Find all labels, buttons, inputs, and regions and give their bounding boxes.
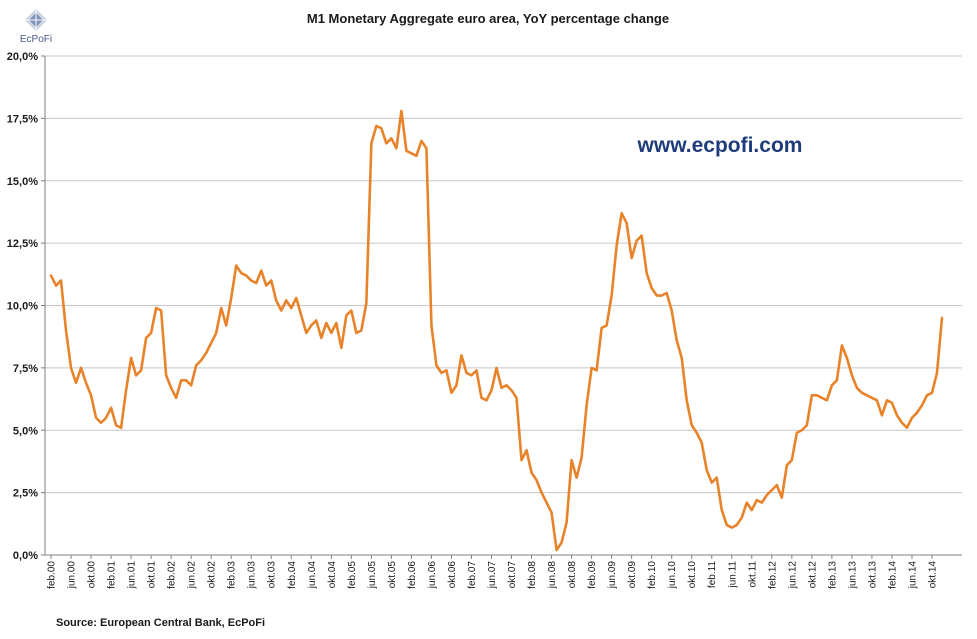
x-tick-label: okt.10 xyxy=(687,561,698,589)
x-tick-label: jun.12 xyxy=(787,561,798,590)
x-tick-label: jun.13 xyxy=(847,561,858,590)
x-tick-label: okt.12 xyxy=(807,561,818,589)
x-tick-label: jun.01 xyxy=(127,561,138,590)
x-tick-label: feb.11 xyxy=(707,561,718,588)
x-tick-label: feb.01 xyxy=(107,561,118,589)
y-tick-label: 7,5% xyxy=(13,363,38,375)
x-tick-label: okt.02 xyxy=(207,561,218,589)
y-tick-label: 5,0% xyxy=(13,425,38,437)
x-tick-label: okt.14 xyxy=(927,561,938,589)
x-tick-label: jun.05 xyxy=(367,561,378,590)
gridlines xyxy=(45,55,962,556)
x-tick-label: feb.08 xyxy=(527,561,538,589)
x-tick-label: feb.14 xyxy=(887,561,898,589)
x-tick-label: okt.00 xyxy=(87,561,98,589)
series-group xyxy=(49,109,944,552)
logo-text: EcPoFi xyxy=(20,34,52,45)
logo-icon xyxy=(24,8,48,32)
x-tick-label: okt.08 xyxy=(567,561,578,589)
x-tick-label: feb.05 xyxy=(347,561,358,589)
x-tick-label: jun.09 xyxy=(607,561,618,590)
x-tick-label: okt.11 xyxy=(747,561,758,588)
x-tick-label: feb.06 xyxy=(407,561,418,589)
x-tick-label: jun.02 xyxy=(187,561,198,590)
x-tick-label: okt.06 xyxy=(447,561,458,589)
y-axis: 0,0% 2,5% 5,0% 7,5% 10,0% 12,5% 15,0% 17,5% 20,0… xyxy=(7,51,46,562)
x-tick-label: okt.03 xyxy=(267,561,278,589)
x-tick-label: feb.12 xyxy=(767,561,778,589)
x-tick-label: jun.06 xyxy=(427,561,438,590)
x-tick-label: feb.10 xyxy=(647,561,658,589)
x-tick-label: jun.04 xyxy=(307,561,318,590)
x-tick-label: okt.05 xyxy=(387,561,398,589)
x-tick-label: okt.04 xyxy=(327,561,338,589)
x-tick-label: feb.07 xyxy=(467,561,478,589)
x-tick-label: jun.00 xyxy=(67,561,78,590)
x-tick-label: jun.07 xyxy=(487,561,498,590)
website-label: www.ecpofi.com xyxy=(637,134,803,157)
series-line-m1 xyxy=(49,109,944,552)
x-axis: feb.00 jun.00 okt.00 feb.01 jun.01 okt.01 feb.… xyxy=(45,554,962,590)
source-note: Source: European Central Bank, EcPoFi xyxy=(56,617,265,629)
y-tick-label: 20,0% xyxy=(7,51,38,63)
x-tick-label: jun.08 xyxy=(547,561,558,590)
y-tick-label: 15,0% xyxy=(7,176,38,188)
y-tick-label: 10,0% xyxy=(7,301,38,313)
x-tick-label: feb.02 xyxy=(167,561,178,589)
y-tick-label: 12,5% xyxy=(7,238,38,250)
x-tick-label: jun.14 xyxy=(907,561,918,590)
x-tick-label: okt.01 xyxy=(147,561,158,589)
x-tick-label: feb.00 xyxy=(47,561,58,589)
y-tick-label: 2,5% xyxy=(13,488,38,500)
x-tick-label: feb.04 xyxy=(287,561,298,589)
x-tick-label: okt.13 xyxy=(867,561,878,589)
y-tick-label: 0,0% xyxy=(13,550,38,562)
x-tick-label: feb.13 xyxy=(827,561,838,589)
x-tick-label: jun.03 xyxy=(247,561,258,590)
ecpofi-logo: EcPoFi xyxy=(20,8,52,45)
x-tick-label: jun.10 xyxy=(667,561,678,590)
x-tick-label: jun.11 xyxy=(727,561,738,589)
y-tick-label: 17,5% xyxy=(7,113,38,125)
x-tick-label: feb.03 xyxy=(227,561,238,589)
x-tick-label: okt.07 xyxy=(507,561,518,589)
chart-title: M1 Monetary Aggregate euro area, YoY per… xyxy=(307,11,669,26)
x-tick-label: feb.09 xyxy=(587,561,598,589)
x-tick-label: okt.09 xyxy=(627,561,638,589)
